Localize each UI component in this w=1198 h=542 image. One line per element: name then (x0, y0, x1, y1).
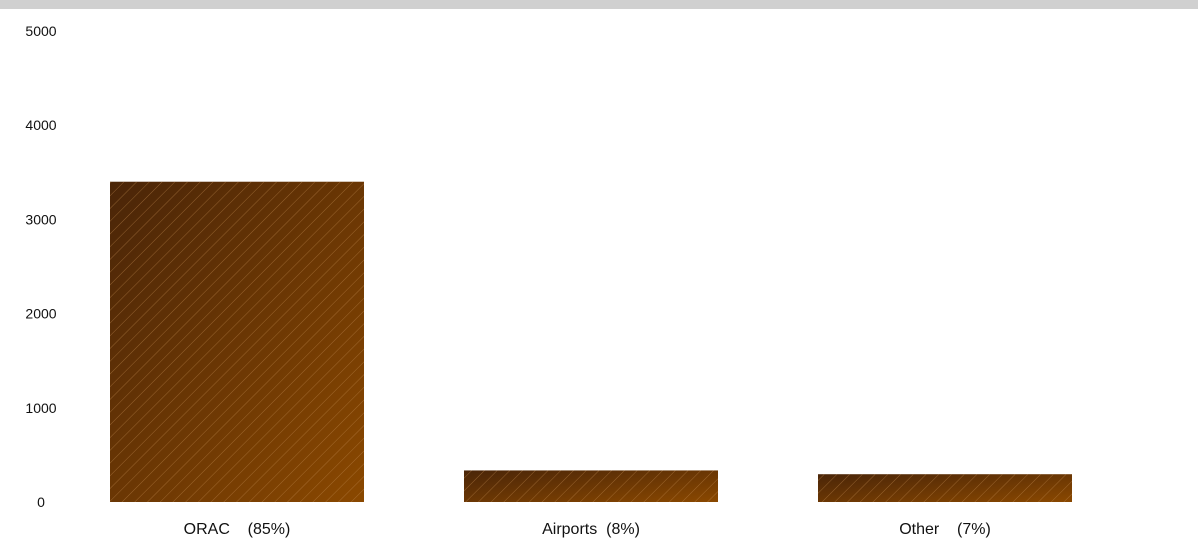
x-category-label: ORAC (85%) (184, 521, 291, 538)
bar (110, 181, 364, 502)
bar (818, 474, 1072, 502)
y-axis: 0 1000 2000 3000 4000 5000 (25, 23, 56, 510)
y-tick-label: 4000 (25, 117, 56, 133)
top-border-bar (0, 0, 1198, 9)
y-tick-label: 1000 (25, 400, 56, 416)
x-axis: ORAC (85%) Airports (8%) Other (7%) (184, 521, 991, 538)
y-tick-label: 5000 (25, 23, 56, 39)
y-tick-label: 3000 (25, 211, 56, 227)
x-category-label: Airports (8%) (542, 521, 640, 538)
x-category-label: Other (7%) (899, 521, 991, 538)
bars (110, 181, 1072, 502)
y-tick-label: 2000 (25, 306, 56, 322)
bar-hatch (110, 181, 364, 502)
y-tick-label: 0 (37, 494, 45, 510)
bar-hatch (464, 470, 718, 502)
bar-hatch (818, 474, 1072, 502)
bar (464, 470, 718, 502)
